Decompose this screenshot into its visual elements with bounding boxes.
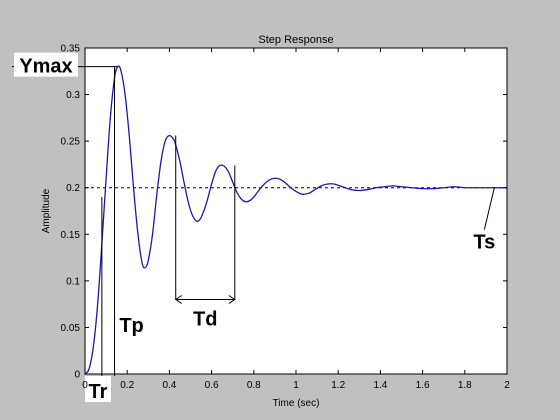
ymax-label: Ymax [19,56,72,78]
y-tick-label: 0.2 [66,183,80,194]
tp-label: Tp [119,315,143,337]
x-tick-label: 1.6 [416,380,430,391]
x-tick-label: 2 [504,380,510,391]
td-arrow-right [228,295,236,304]
y-tick-label: 0.3 [66,90,80,101]
x-tick-label: 0 [82,380,88,391]
y-tick-label: 0.15 [61,230,81,241]
y-tick-label: 0.25 [61,137,81,148]
ymax-label-box [14,52,78,77]
plot-area [85,48,507,374]
response-curve [84,65,507,375]
x-ticks: 0 0.2 0.4 0.6 0.8 1 1.2 1.4 1.6 1.8 2 [82,48,510,391]
y-axis-label: Amplitude [41,188,52,233]
x-tick-label: 1.4 [373,380,387,391]
tr-label-box [85,376,111,402]
x-tick-label: 0.2 [120,380,134,391]
y-tick-label: 0.35 [61,44,81,55]
y-tick-label: 0.05 [61,323,81,334]
ts-pointer-line [483,187,495,230]
td-label: Td [193,308,217,330]
y-ticks: 0 0.05 0.1 0.15 0.2 0.25 0.3 0.35 [61,44,507,381]
x-tick-label: 1 [293,380,299,391]
td-arrow-left [174,295,183,304]
y-tick-label: 0 [74,370,80,381]
x-tick-label: 0.8 [247,380,261,391]
chart-title: Step Response [258,34,333,46]
x-tick-label: 1.8 [458,380,472,391]
x-axis-label: Time (sec) [273,398,320,409]
annotations: Ymax Tr Tp Td Ts [12,52,495,403]
tr-label: Tr [89,381,108,403]
x-tick-label: 1.2 [331,380,345,391]
series-line [84,65,507,375]
ts-label: Ts [473,231,495,253]
x-tick-label: 0.6 [205,380,219,391]
x-tick-label: 0.4 [162,380,176,391]
y-tick-label: 0.1 [66,276,80,287]
